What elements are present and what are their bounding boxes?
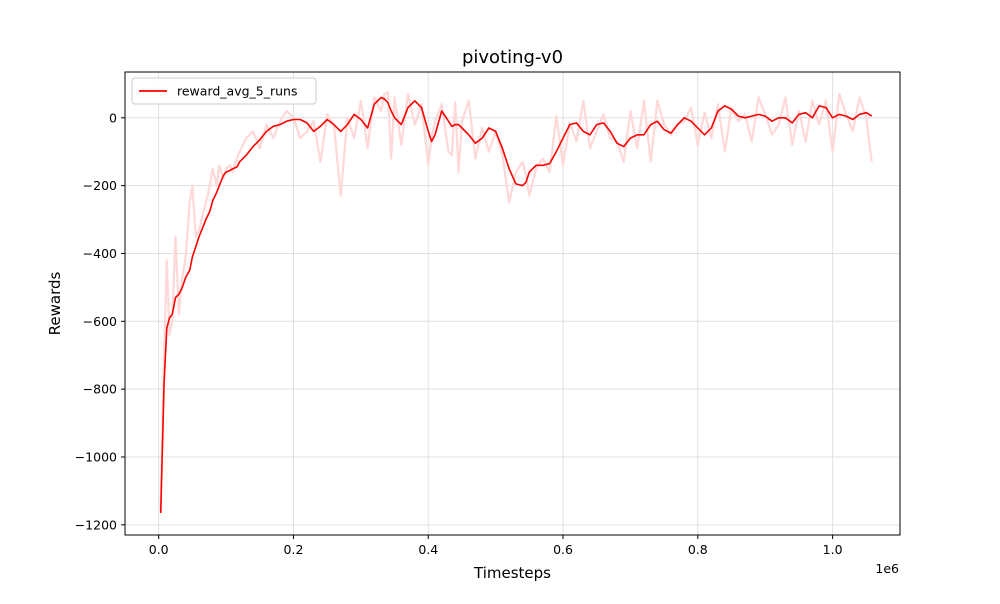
x-axis-offset-label: 1e6: [875, 561, 899, 576]
legend-box: [131, 77, 317, 105]
raw-reward-series-line: [159, 91, 873, 512]
grid-lines: [125, 72, 900, 535]
y-axis-ticks: −1200 −1000 −800 −600 −400 −200 0: [75, 110, 125, 532]
x-tick-label: 0.0: [149, 542, 169, 557]
y-tick-label: 0: [109, 110, 117, 125]
x-axis-label: Timesteps: [473, 564, 551, 582]
y-tick-label: −1200: [75, 517, 117, 532]
x-tick-label: 0.4: [418, 542, 438, 557]
legend: reward_avg_5_runs: [131, 77, 317, 105]
x-tick-label: 1.0: [823, 542, 843, 557]
reward-avg-series-line: [159, 96, 873, 514]
y-tick-label: −200: [83, 178, 117, 193]
y-tick-label: −600: [83, 314, 117, 329]
legend-series-label: reward_avg_5_runs: [177, 84, 297, 99]
y-tick-label: −400: [83, 246, 117, 261]
y-tick-label: −800: [83, 382, 117, 397]
y-tick-label: −1000: [75, 449, 117, 464]
x-tick-label: 0.2: [284, 542, 304, 557]
chart-title: pivoting-v0: [462, 47, 563, 68]
x-tick-label: 0.8: [688, 542, 708, 557]
plot-area-frame: [124, 71, 901, 536]
x-axis-ticks: 0.0 0.2 0.4 0.6 0.8 1.0: [149, 535, 843, 557]
y-axis-label: Rewards: [46, 271, 64, 335]
x-tick-label: 0.6: [553, 542, 573, 557]
